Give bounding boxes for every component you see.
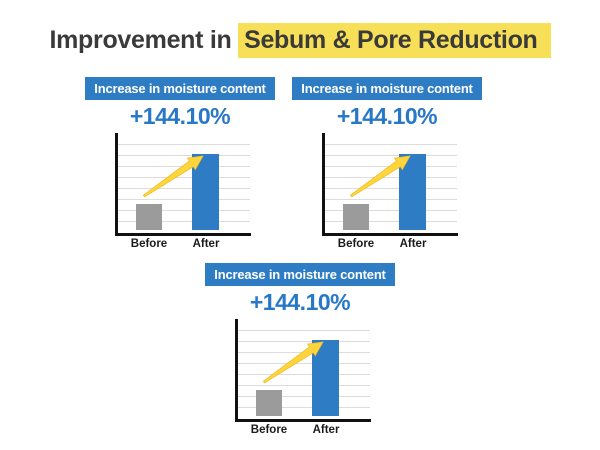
growth-arrow-icon bbox=[262, 341, 324, 384]
bar-plot bbox=[235, 319, 371, 422]
label-before: Before bbox=[337, 238, 375, 250]
bar-plot bbox=[115, 133, 251, 236]
moisture-chart-top-left: Increase in moisture content +144.10% Be… bbox=[85, 77, 280, 257]
page-title: Improvement in Sebum & Pore Reduction bbox=[0, 23, 600, 58]
growth-arrow-icon bbox=[142, 155, 204, 198]
label-after: After bbox=[192, 238, 220, 250]
label-before: Before bbox=[130, 238, 168, 250]
bar-plot bbox=[322, 133, 458, 236]
bar-before bbox=[343, 204, 369, 230]
y-axis bbox=[322, 133, 325, 236]
chart-percent-value: +144.10% bbox=[129, 103, 231, 129]
label-before: Before bbox=[250, 424, 288, 436]
moisture-chart-bottom-center: Increase in moisture content +144.10% Be… bbox=[205, 263, 400, 443]
label-after: After bbox=[399, 238, 427, 250]
x-axis bbox=[322, 233, 458, 236]
chart-banner: Increase in moisture content bbox=[292, 77, 482, 100]
x-axis bbox=[235, 419, 371, 422]
chart-banner: Increase in moisture content bbox=[205, 263, 395, 286]
title-highlight: Sebum & Pore Reduction bbox=[238, 23, 551, 58]
chart-banner: Increase in moisture content bbox=[85, 77, 275, 100]
y-axis bbox=[235, 319, 238, 422]
chart-percent-value: +144.10% bbox=[336, 103, 438, 129]
title-prefix: Improvement in bbox=[49, 26, 239, 54]
moisture-chart-top-right: Increase in moisture content +144.10% Be… bbox=[292, 77, 487, 257]
label-after: After bbox=[312, 424, 340, 436]
bar-before bbox=[136, 204, 162, 230]
bar-before bbox=[256, 390, 282, 416]
x-axis bbox=[115, 233, 251, 236]
chart-percent-value: +144.10% bbox=[249, 289, 351, 315]
growth-arrow-icon bbox=[349, 155, 411, 198]
y-axis bbox=[115, 133, 118, 236]
